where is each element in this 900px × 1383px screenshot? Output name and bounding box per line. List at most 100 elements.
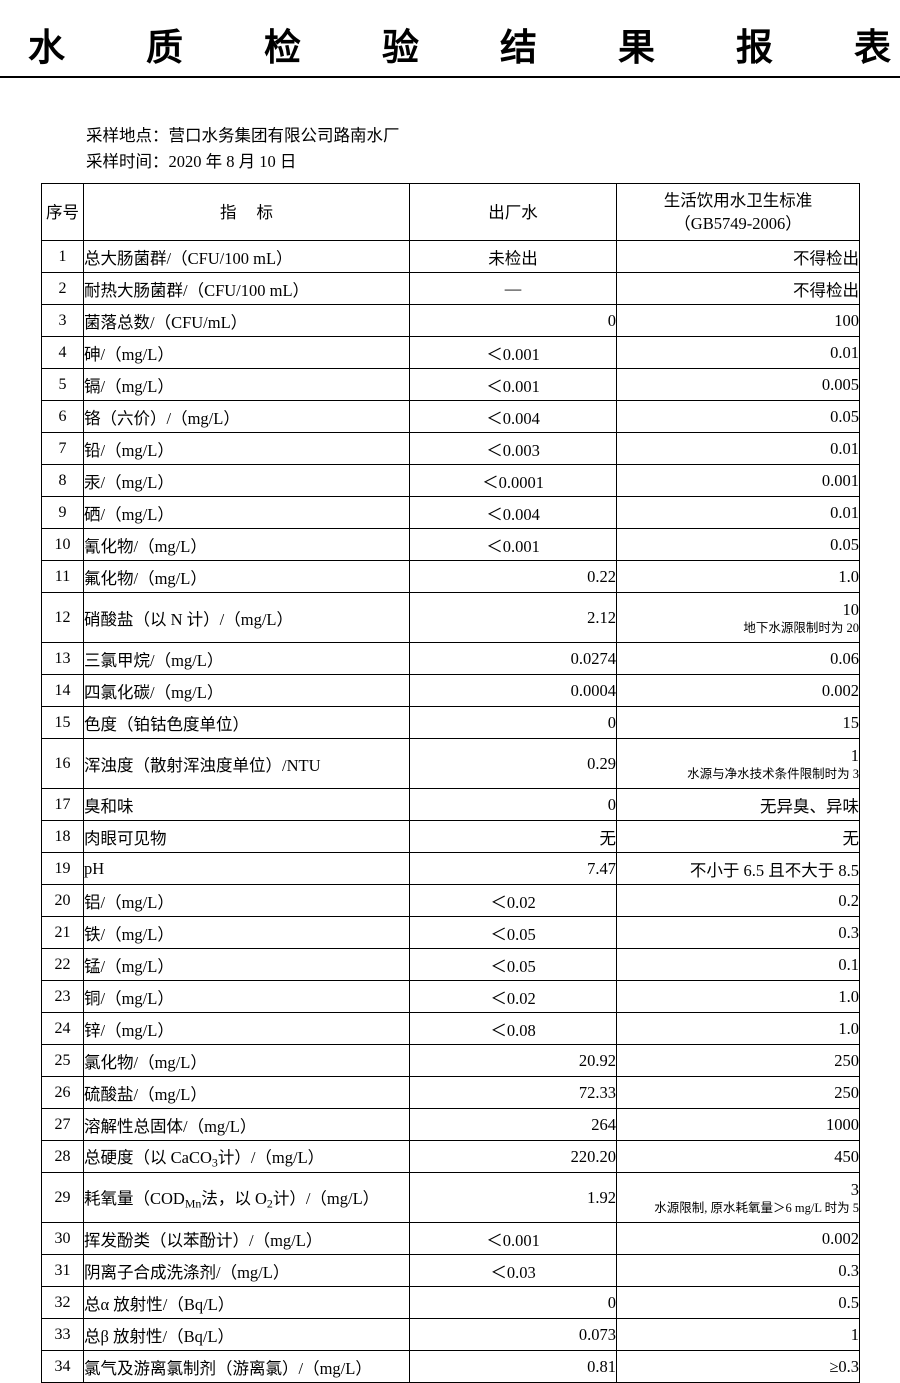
indicator-cell: 硫酸盐/（mg/L）	[83, 1076, 410, 1110]
page-title: 水 质 检 验 结 果 报 表	[0, 26, 900, 79]
measured-value-cell: 264	[409, 1108, 617, 1142]
measured-value-cell: 1.92	[409, 1172, 617, 1224]
indicator-cell: 色度（铂钴色度单位）	[83, 706, 410, 740]
measured-value-cell: 2.12	[409, 592, 617, 644]
indicator-cell: 总硬度（以 CaCO3计）/（mg/L）	[83, 1140, 410, 1174]
sampling-date-value: 2020 年 8 月 10 日	[168, 152, 297, 172]
standard-main-value: 250	[834, 1082, 859, 1102]
row-index-cell: 10	[41, 528, 84, 562]
measured-value-cell: ＜0.001	[409, 528, 617, 562]
measured-value-cell: 0	[409, 788, 617, 822]
row-index-cell: 34	[41, 1350, 84, 1383]
header-cell-value: 出厂水	[409, 183, 617, 242]
header-cell-indicator: 指标	[83, 183, 410, 242]
measured-value-cell: ＜0.003	[409, 432, 617, 466]
standard-value-cell: 0.005	[616, 368, 860, 402]
row-index-cell: 27	[41, 1108, 84, 1142]
measured-value-cell: —	[409, 272, 617, 306]
table-row: 21 铁/（mg/L） ＜0.05 0.3	[41, 916, 860, 950]
row-index-cell: 20	[41, 884, 84, 918]
table-row: 17 臭和味 0 无异臭、异味	[41, 788, 860, 822]
standard-value-cell: 0.01	[616, 496, 860, 530]
sampling-meta: 采样地点：营口水务集团有限公司路南水厂 采样时间：2020 年 8 月 10 日	[86, 123, 900, 175]
measured-value-cell: 0.0004	[409, 674, 617, 708]
measured-value-cell: ＜0.0001	[409, 464, 617, 498]
table-row: 12 硝酸盐（以 N 计）/（mg/L） 2.12 10 地下水源限制时为 20	[41, 592, 860, 644]
standard-main-value: 0.06	[830, 648, 859, 668]
standard-main-value: 0.002	[821, 1228, 859, 1248]
measured-value-cell: 72.33	[409, 1076, 617, 1110]
row-index-cell: 5	[41, 368, 84, 402]
sampling-location-label: 采样地点：	[86, 126, 169, 146]
table-row: 20 铝/（mg/L） ＜0.02 0.2	[41, 884, 860, 918]
standard-main-value: 0.2	[838, 890, 859, 910]
header-cell-standard: 生活饮用水卫生标准 （GB5749-2006）	[616, 183, 860, 242]
table-row: 24 锌/（mg/L） ＜0.08 1.0	[41, 1012, 860, 1046]
measured-value-cell: 0	[409, 1286, 617, 1320]
indicator-cell: 铬（六价）/（mg/L）	[83, 400, 410, 434]
indicator-cell: 菌落总数/（CFU/mL）	[83, 304, 410, 338]
measured-value-cell: 0.29	[409, 738, 617, 790]
measured-value-cell: ＜0.05	[409, 916, 617, 950]
table-header-row: 序号 指标 出厂水 生活饮用水卫生标准 （GB5749-2006）	[41, 183, 860, 242]
standard-value-cell: 1	[616, 1318, 860, 1352]
table-row: 14 四氯化碳/（mg/L） 0.0004 0.002	[41, 674, 860, 708]
row-index-cell: 3	[41, 304, 84, 338]
row-index-cell: 12	[41, 592, 84, 644]
standard-value-cell: 不得检出	[616, 240, 860, 274]
standard-value-cell: 0.2	[616, 884, 860, 918]
indicator-cell: 总β 放射性/（Bq/L）	[83, 1318, 410, 1352]
sampling-date-row: 采样时间：2020 年 8 月 10 日	[86, 149, 900, 175]
measured-value-cell: 未检出	[409, 240, 617, 274]
standard-value-cell: 0.3	[616, 916, 860, 950]
table-row: 16 浑浊度（散射浑浊度单位）/NTU 0.29 1 水源与净水技术条件限制时为 3	[41, 738, 860, 790]
standard-value-cell: 无	[616, 820, 860, 854]
indicator-cell: 三氯甲烷/（mg/L）	[83, 642, 410, 676]
measured-value-cell: 0.073	[409, 1318, 617, 1352]
indicator-cell: 氰化物/（mg/L）	[83, 528, 410, 562]
row-index-cell: 19	[41, 852, 84, 886]
indicator-cell: 锰/（mg/L）	[83, 948, 410, 982]
row-index-cell: 25	[41, 1044, 84, 1078]
standard-note: 水源限制, 原水耗氧量＞6 mg/L 时为 5	[654, 1200, 859, 1215]
indicator-cell: 臭和味	[83, 788, 410, 822]
measured-value-cell: 0	[409, 706, 617, 740]
standard-value-cell: 1.0	[616, 980, 860, 1014]
measured-value-cell: ＜0.02	[409, 980, 617, 1014]
standard-main-value: 250	[834, 1050, 859, 1070]
standard-value-cell: 0.001	[616, 464, 860, 498]
measured-value-cell: 0.0274	[409, 642, 617, 676]
indicator-cell: 氟化物/（mg/L）	[83, 560, 410, 594]
standard-value-cell: 0.01	[616, 336, 860, 370]
standard-main-value: 1	[850, 1324, 859, 1344]
standard-main-value: 0.3	[838, 1260, 859, 1280]
indicator-cell: 氯化物/（mg/L）	[83, 1044, 410, 1078]
sampling-location-value: 营口水务集团有限公司路南水厂	[168, 126, 400, 146]
standard-main-value: 不得检出	[793, 280, 859, 300]
row-index-cell: 16	[41, 738, 84, 790]
standard-main-value: 无异臭、异味	[760, 796, 859, 816]
measured-value-cell: 220.20	[409, 1140, 617, 1174]
row-index-cell: 1	[41, 240, 84, 274]
measured-value-cell: ＜0.001	[409, 336, 617, 370]
table-row: 9 硒/（mg/L） ＜0.004 0.01	[41, 496, 860, 530]
standard-main-value: 15	[842, 712, 860, 732]
standard-value-cell: 不得检出	[616, 272, 860, 306]
standard-value-cell: 1.0	[616, 1012, 860, 1046]
row-index-cell: 9	[41, 496, 84, 530]
indicator-cell: 铅/（mg/L）	[83, 432, 410, 466]
standard-main-value: 不得检出	[793, 248, 859, 268]
standard-value-cell: 0.002	[616, 1222, 860, 1256]
header-cell-no: 序号	[41, 183, 84, 242]
standard-main-value: 1000	[826, 1114, 859, 1134]
title-container: 水 质 检 验 结 果 报 表	[0, 0, 900, 79]
standard-value-cell: 100	[616, 304, 860, 338]
table-row: 32 总α 放射性/（Bq/L） 0 0.5	[41, 1286, 860, 1320]
standard-main-value: 10	[842, 599, 860, 619]
table-row: 11 氟化物/（mg/L） 0.22 1.0	[41, 560, 860, 594]
table-row: 3 菌落总数/（CFU/mL） 0 100	[41, 304, 860, 338]
standard-value-cell: 0.5	[616, 1286, 860, 1320]
standard-value-cell: 450	[616, 1140, 860, 1174]
standard-main-value: 0.05	[830, 534, 859, 554]
indicator-cell: 耗氧量（CODMn法，以 O2计）/（mg/L）	[83, 1172, 410, 1224]
